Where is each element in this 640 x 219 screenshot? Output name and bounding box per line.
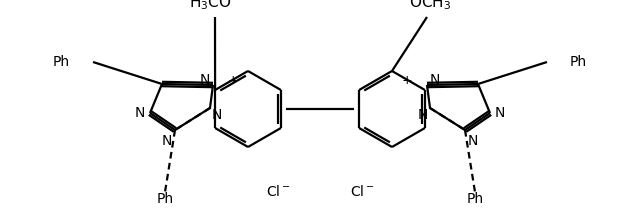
Text: N: N xyxy=(430,73,440,87)
Text: Ph: Ph xyxy=(467,192,484,206)
Text: +: + xyxy=(228,74,239,87)
Text: Cl$^-$: Cl$^-$ xyxy=(349,184,374,200)
Text: Ph: Ph xyxy=(53,55,70,69)
Text: +: + xyxy=(401,74,412,87)
Text: N: N xyxy=(495,106,506,120)
Text: N: N xyxy=(134,106,145,120)
Text: Ph: Ph xyxy=(570,55,587,69)
Text: N: N xyxy=(468,134,478,148)
Text: N: N xyxy=(212,108,222,122)
Text: Cl$^-$: Cl$^-$ xyxy=(266,184,291,200)
Text: N: N xyxy=(200,73,210,87)
Text: OCH$_3$: OCH$_3$ xyxy=(409,0,451,12)
Text: Ph: Ph xyxy=(156,192,173,206)
Text: N: N xyxy=(162,134,172,148)
Text: H$_3$CO: H$_3$CO xyxy=(189,0,231,12)
Text: N: N xyxy=(418,108,428,122)
